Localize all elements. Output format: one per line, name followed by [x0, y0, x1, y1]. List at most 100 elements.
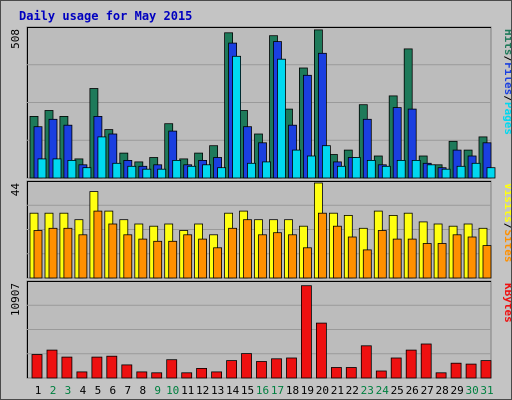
x-tick-label-day-31: 31: [480, 384, 493, 397]
bar-sites-day-10: [168, 240, 178, 279]
x-tick-label-day-22: 22: [346, 384, 359, 397]
bar-kbytes-day-5: [91, 356, 103, 379]
x-tick-label-day-17: 17: [271, 384, 284, 397]
bar-kbytes-day-18: [286, 357, 297, 379]
bar-kbytes-day-17: [271, 358, 282, 379]
bar-kbytes-day-10: [166, 359, 178, 379]
bar-sites-day-3: [63, 227, 73, 279]
bar-kbytes-day-29: [450, 362, 462, 379]
bar-pages-day-16: [262, 161, 271, 179]
bar-sites-day-30: [467, 236, 477, 279]
x-tick-label-day-19: 19: [301, 384, 314, 397]
bar-sites-day-11: [183, 234, 193, 279]
bar-kbytes-day-15: [241, 353, 252, 379]
x-tick-label-day-9: 9: [154, 384, 161, 397]
bar-sites-day-18: [288, 234, 297, 279]
bar-pages-day-13: [217, 167, 227, 179]
bar-kbytes-day-9: [151, 372, 163, 379]
bar-pages-day-17: [277, 58, 286, 179]
series-legend-volume: KBytes: [502, 283, 511, 323]
x-tick-label-day-21: 21: [331, 384, 344, 397]
bar-pages-day-5: [97, 136, 107, 179]
legend-separator: /: [502, 223, 511, 230]
x-tick-label-day-10: 10: [166, 384, 179, 397]
bar-sites-day-21: [332, 225, 342, 279]
bar-pages-day-23: [366, 159, 376, 179]
x-tick-label-day-23: 23: [361, 384, 374, 397]
bar-kbytes-day-23: [360, 345, 372, 379]
series-legend-traffic: Hits/Files/Pages: [502, 29, 511, 135]
bar-kbytes-day-2: [46, 349, 58, 379]
x-tick-label-day-24: 24: [376, 384, 390, 397]
x-tick-label-day-3: 3: [65, 384, 72, 397]
bar-sites-day-31: [482, 245, 492, 279]
bar-kbytes-day-27: [420, 343, 432, 379]
bar-sites-day-1: [33, 230, 43, 279]
bar-sites-day-14: [228, 227, 238, 279]
x-tick-label-day-5: 5: [95, 384, 102, 397]
x-tick-label-day-15: 15: [241, 384, 254, 397]
x-tick-label-day-7: 7: [124, 384, 131, 397]
bar-pages-day-8: [142, 168, 152, 179]
bar-pages-day-2: [52, 158, 62, 179]
x-tick-label-day-13: 13: [211, 384, 224, 397]
bar-pages-day-9: [157, 168, 167, 179]
bar-kbytes-day-12: [196, 367, 208, 379]
bar-kbytes-day-16: [256, 361, 267, 379]
bar-sites-day-23: [362, 249, 372, 279]
x-tick-label-day-11: 11: [181, 384, 194, 397]
x-tick-label-day-1: 1: [35, 384, 42, 397]
bar-sites-day-5: [93, 210, 103, 279]
legend-files: Files: [502, 62, 511, 95]
bar-pages-day-25: [396, 159, 406, 179]
bar-kbytes-day-4: [76, 371, 88, 379]
bar-kbytes-day-1: [31, 354, 43, 379]
bar-pages-day-14: [232, 55, 242, 179]
bar-pages-day-18: [292, 149, 301, 179]
bar-pages-day-12: [202, 164, 212, 179]
bar-kbytes-day-19: [300, 285, 312, 379]
bar-pages-day-24: [381, 165, 391, 179]
legend-kbytes: KBytes: [502, 283, 511, 323]
bar-sites-day-17: [273, 232, 282, 279]
legend-visits: Visits: [502, 183, 511, 223]
bar-pages-day-28: [441, 168, 451, 179]
bar-pages-day-19: [306, 155, 316, 179]
x-tick-label-day-20: 20: [316, 384, 329, 397]
legend-pages: Pages: [502, 102, 511, 135]
x-tick-label-day-16: 16: [256, 384, 269, 397]
bar-sites-day-15: [243, 219, 252, 279]
x-tick-label-day-25: 25: [391, 384, 404, 397]
legend-separator: /: [502, 95, 511, 102]
bar-kbytes-day-28: [435, 372, 447, 379]
legend-sites: Sites: [502, 229, 511, 262]
x-tick-label-day-2: 2: [50, 384, 57, 397]
x-tick-label-day-29: 29: [450, 384, 463, 397]
bar-sites-day-9: [153, 240, 163, 279]
bar-pages-day-11: [187, 165, 197, 179]
bar-sites-day-8: [138, 238, 148, 279]
bar-pages-day-30: [471, 162, 481, 179]
bar-pages-day-26: [411, 159, 421, 179]
bar-sites-day-24: [377, 230, 387, 279]
bar-pages-day-29: [456, 165, 466, 179]
legend-separator: /: [502, 56, 511, 63]
bar-pages-day-31: [486, 167, 496, 179]
x-tick-label-day-8: 8: [139, 384, 146, 397]
bar-sites-day-28: [437, 243, 447, 279]
x-tick-label-day-30: 30: [465, 384, 478, 397]
bar-kbytes-day-11: [181, 372, 193, 379]
bar-sites-day-6: [108, 223, 118, 279]
bar-kbytes-day-6: [106, 355, 118, 379]
bar-sites-day-16: [258, 234, 267, 279]
bar-sites-day-12: [198, 238, 208, 279]
bar-kbytes-day-20: [315, 322, 327, 379]
bar-sites-day-25: [392, 238, 402, 279]
bar-sites-day-22: [347, 236, 357, 279]
bar-sites-day-27: [422, 243, 432, 279]
bar-kbytes-day-3: [61, 356, 73, 379]
bar-sites-day-29: [452, 234, 462, 279]
bar-kbytes-day-22: [345, 367, 357, 379]
